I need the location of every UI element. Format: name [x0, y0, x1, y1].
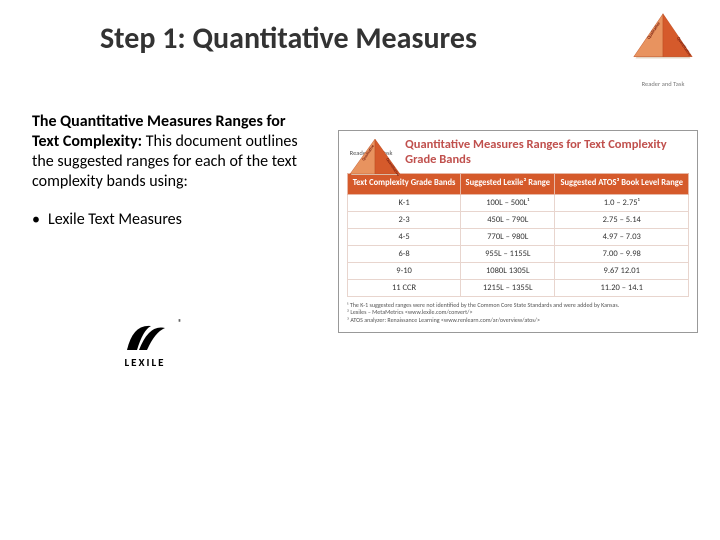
- card-header: Qualitative Quantitative Reader and Task…: [347, 137, 689, 167]
- mini-triangle-icon: Qualitative Quantitative Reader and Task: [347, 148, 395, 157]
- footnotes: ¹ The K-1 suggested ranges were not iden…: [347, 302, 689, 325]
- lexile-swoosh-icon: [123, 320, 167, 354]
- footnote-3: ³ ATOS analyzer: Renaissance Learning <w…: [347, 317, 689, 325]
- table-row: 9-10 1080L 1305L 9.67 12.01: [348, 262, 689, 279]
- table-row: 6-8 955L – 1155L 7.00 – 9.98: [348, 245, 689, 262]
- slide-title: Step 1: Quantitative Measures: [100, 20, 477, 57]
- table-body: K-1 100L – 500L¹ 1.0 – 2.75¹ 2-3 450L – …: [348, 194, 689, 296]
- col-lexile: Suggested Lexile² Range: [461, 174, 555, 195]
- grade-band-table: Text Complexity Grade Bands Suggested Le…: [347, 173, 689, 297]
- complexity-triangle-icon: Qualitative Quantitative Reader and Task: [624, 12, 702, 82]
- triangle-base-label: Reader and Task: [624, 80, 702, 88]
- grade-band-card: Qualitative Quantitative Reader and Task…: [338, 130, 698, 333]
- list-item: Lexile Text Measures: [32, 210, 312, 229]
- lexile-logo: ® LEXILE: [100, 320, 190, 370]
- table-row: 2-3 450L – 790L 2.75 – 5.14: [348, 211, 689, 228]
- table-row: 4-5 770L – 980L 4.97 – 7.03: [348, 228, 689, 245]
- col-atos: Suggested ATOS³ Book Level Range: [555, 174, 689, 195]
- table-row: 11 CCR 1215L – 1355L 11.20 – 14.1: [348, 279, 689, 296]
- lexile-logo-text: LEXILE: [100, 356, 190, 369]
- card-title: Quantitative Measures Ranges for Text Co…: [405, 137, 689, 167]
- content-block: The Quantitative Measures Ranges for Tex…: [32, 112, 312, 229]
- table-row: K-1 100L – 500L¹ 1.0 – 2.75¹: [348, 194, 689, 211]
- registered-mark: ®: [178, 318, 182, 328]
- bullet-list: Lexile Text Measures: [32, 210, 312, 229]
- description-text: The Quantitative Measures Ranges for Tex…: [32, 112, 312, 192]
